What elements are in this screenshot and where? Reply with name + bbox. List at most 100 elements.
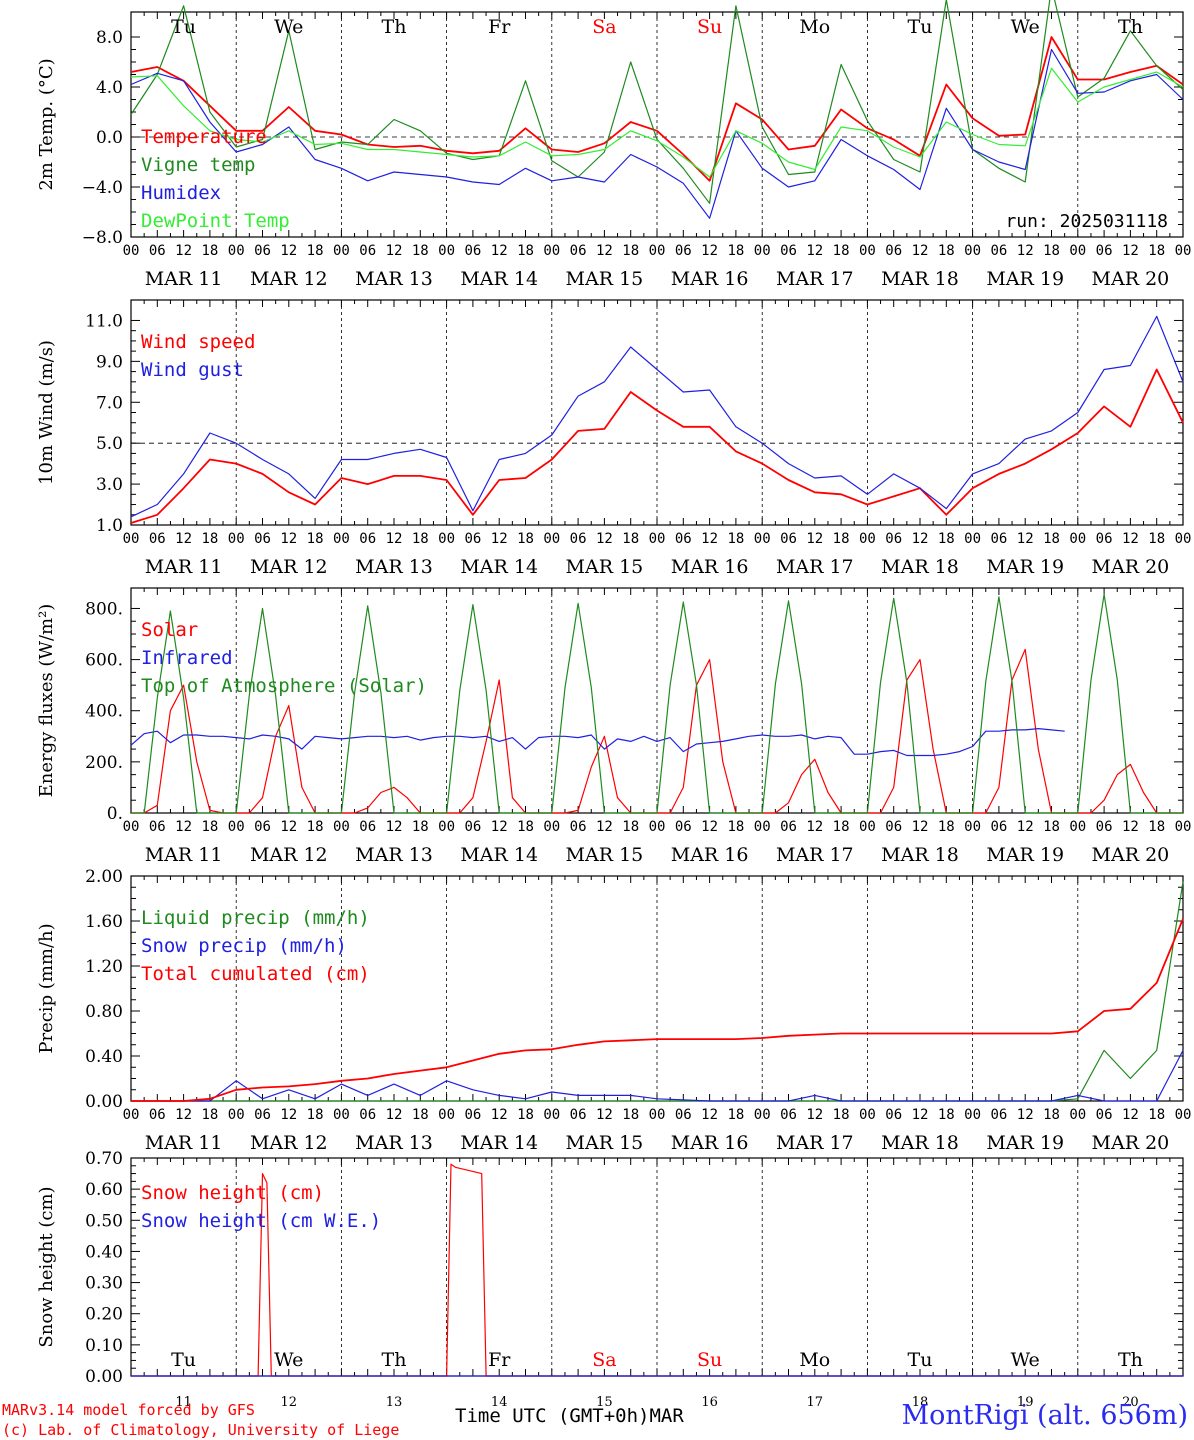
day-number: 15 [596, 1395, 613, 1410]
date-label: MAR 19 [986, 1132, 1064, 1154]
y-tick-label: 0.00 [85, 1092, 123, 1112]
hour-tick-label: 12 [491, 531, 508, 547]
hour-tick-label: 18 [517, 819, 534, 835]
hour-tick-label: 12 [386, 243, 403, 259]
hour-tick-label: 06 [149, 531, 166, 547]
date-label: MAR 20 [1092, 1132, 1170, 1154]
day-number: 11 [175, 1395, 192, 1410]
hour-tick-label: 12 [175, 531, 192, 547]
y-tick-label: 0.20 [85, 1305, 123, 1325]
y-tick-label: 0.0 [96, 128, 123, 148]
hour-tick-label: 00 [1069, 243, 1086, 259]
panel-5: 0.00 0.10 0.20 0.30 0.40 0.50 0.60 0.70 Snow hei… [36, 1149, 1184, 1410]
hour-tick-label: 12 [491, 243, 508, 259]
hour-tick-label: 18 [622, 819, 639, 835]
hour-tick-label: 12 [491, 819, 508, 835]
hour-tick-label: 18 [201, 1107, 218, 1123]
hour-tick-label: 12 [912, 819, 929, 835]
weekday-label: Mo [799, 1349, 830, 1371]
weekday-label: Mo [799, 16, 830, 38]
weekday-label: Th [1118, 16, 1143, 38]
hour-tick-label: 18 [1148, 1107, 1165, 1123]
panel-2: 1.0 3.0 5.0 7.0 9.0 11.0 10m Wind (m/s) Wind sp… [36, 299, 1191, 578]
hour-tick-label: 00 [649, 1107, 666, 1123]
hour-tick-label: 18 [938, 1107, 955, 1123]
hour-tick-label: 12 [806, 243, 823, 259]
hour-tick-label: 06 [675, 531, 692, 547]
hour-tick-label: 12 [912, 243, 929, 259]
hour-tick-label: 00 [649, 531, 666, 547]
hour-tick-label: 06 [359, 1107, 376, 1123]
date-label: MAR 18 [881, 556, 959, 578]
hour-tick-label: 18 [1148, 819, 1165, 835]
hour-tick-label: 12 [280, 243, 297, 259]
date-label: MAR 16 [671, 844, 749, 866]
hour-tick-label: 00 [333, 819, 350, 835]
hour-tick-label: 12 [1017, 243, 1034, 259]
hour-tick-label: 12 [386, 819, 403, 835]
hour-tick-label: 00 [964, 819, 981, 835]
day-number: 20 [1122, 1395, 1139, 1410]
day-number: 12 [281, 1395, 298, 1410]
hour-tick-label: 00 [859, 531, 876, 547]
hour-tick-label: 12 [1017, 531, 1034, 547]
y-tick-label: −8.0 [82, 228, 123, 248]
weekday-label: We [274, 1349, 303, 1371]
weekday-label: We [1011, 16, 1040, 38]
hour-tick-label: 06 [149, 819, 166, 835]
legend-entry: Solar [141, 619, 198, 641]
hour-tick-label: 06 [254, 1107, 271, 1123]
y-tick-label: 3.0 [96, 475, 123, 495]
hour-tick-label: 12 [1122, 819, 1139, 835]
hour-tick-label: 00 [543, 243, 560, 259]
weekday-label: Su [697, 16, 722, 38]
date-label: MAR 17 [776, 556, 854, 578]
legend-entry: Humidex [141, 182, 221, 204]
y-axis-label: 2m Temp. (°C) [36, 58, 57, 190]
y-tick-label: 7.0 [96, 393, 123, 413]
hour-tick-label: 06 [464, 243, 481, 259]
hour-tick-label: 18 [412, 1107, 429, 1123]
hour-tick-label: 00 [228, 531, 245, 547]
hour-tick-label: 12 [1017, 819, 1034, 835]
legend-entry: Snow height (cm W.E.) [141, 1210, 381, 1232]
hour-tick-label: 12 [175, 243, 192, 259]
y-tick-label: 4.0 [96, 78, 123, 98]
hour-tick-label: 06 [675, 819, 692, 835]
date-label: MAR 11 [145, 844, 223, 866]
hour-tick-label: 18 [938, 243, 955, 259]
hour-tick-label: 00 [1069, 819, 1086, 835]
y-tick-label: 8.0 [96, 28, 123, 48]
hour-tick-label: 12 [806, 1107, 823, 1123]
panel-4: 0.00 0.40 0.80 1.20 1.60 2.00 Precip (mm/h) Liq… [36, 867, 1191, 1154]
hour-tick-label: 18 [833, 531, 850, 547]
hour-tick-label: 18 [622, 1107, 639, 1123]
hour-tick-label: 00 [438, 531, 455, 547]
weekday-label: Fr [488, 1349, 511, 1371]
hour-tick-label: 18 [412, 243, 429, 259]
hour-tick-label: 06 [885, 819, 902, 835]
hour-tick-label: 18 [412, 819, 429, 835]
hour-tick-label: 18 [727, 819, 744, 835]
weekday-label: Sa [592, 1349, 616, 1371]
hour-tick-label: 18 [622, 531, 639, 547]
hour-tick-label: 12 [701, 1107, 718, 1123]
date-label: MAR 18 [881, 1132, 959, 1154]
hour-tick-label: 18 [1148, 531, 1165, 547]
hour-tick-label: 12 [491, 1107, 508, 1123]
date-label: MAR 20 [1092, 556, 1170, 578]
date-label: MAR 12 [250, 1132, 328, 1154]
weekday-label: Su [697, 1349, 722, 1371]
hour-tick-label: 00 [1069, 531, 1086, 547]
series-line [130, 67, 1184, 178]
hour-tick-label: 06 [675, 243, 692, 259]
day-number: 18 [912, 1395, 929, 1410]
y-tick-label: −4.0 [82, 178, 123, 198]
hour-tick-label: 18 [833, 1107, 850, 1123]
hour-tick-label: 06 [464, 531, 481, 547]
hour-tick-label: 18 [1043, 819, 1060, 835]
hour-tick-label: 18 [1148, 243, 1165, 259]
hour-tick-label: 06 [1096, 819, 1113, 835]
panel-3: 0. 200. 400. 600. 800. Energy fluxes (W/m²) So… [36, 587, 1191, 866]
hour-tick-label: 18 [412, 531, 429, 547]
